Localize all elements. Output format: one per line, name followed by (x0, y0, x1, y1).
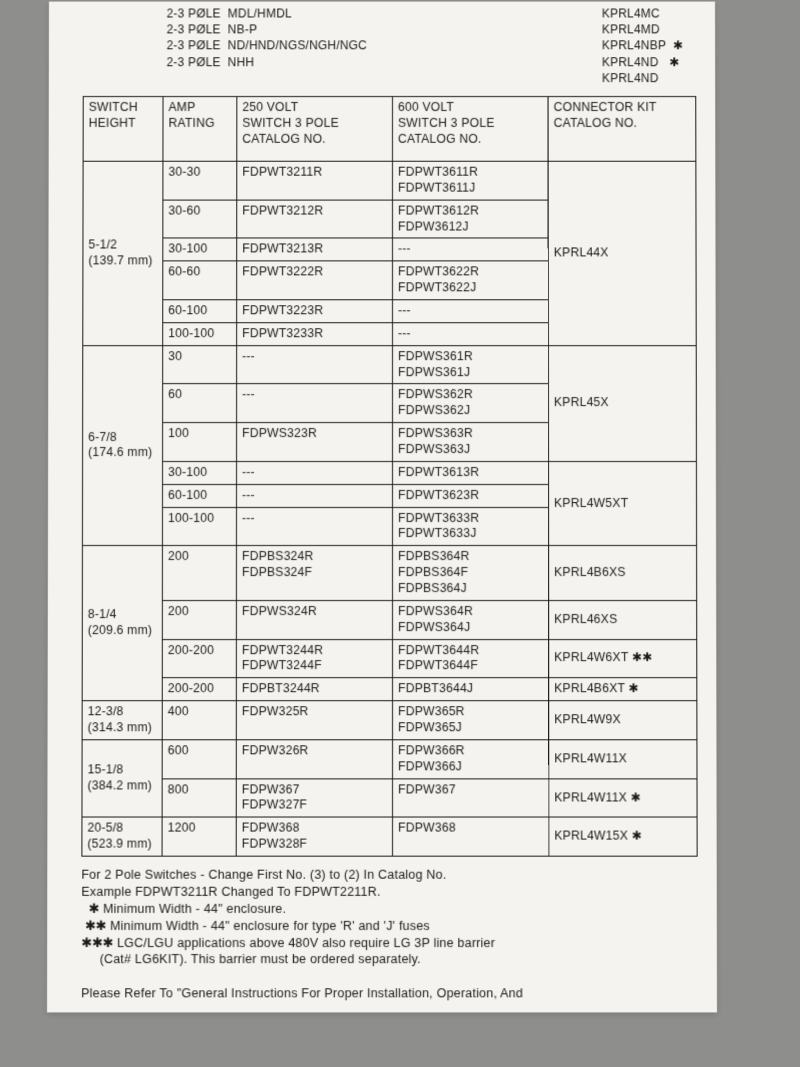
cell-250v: --- (236, 484, 392, 507)
cell-amp: 30-100 (163, 461, 237, 484)
cell-600v: FDPWS364R FDPWS364J (393, 600, 549, 639)
cell-connector-kit: KPRL4W15X ✱ (549, 817, 697, 856)
cell-250v: FDPWT3223R (237, 300, 393, 323)
cell-amp: 1200 (162, 817, 236, 856)
cell-250v: FDPW368 FDPW328F (236, 817, 392, 856)
cell-amp: 200 (162, 546, 236, 601)
cell-connector-kit: KPRL4B6XS (549, 546, 697, 601)
top-strip: 2-3 PØLE MDL/HMDL 2-3 PØLE NB-P 2-3 PØLE… (49, 2, 715, 92)
table-row: 12-3/8 (314.3 mm)400FDPW325RFDPW365R FDP… (82, 701, 697, 740)
label-panel: 2-3 PØLE MDL/HMDL 2-3 PØLE NB-P 2-3 PØLE… (47, 2, 717, 1013)
col-connector-kit: CONNECTOR KIT CATALOG NO. (548, 96, 696, 161)
cell-600v: FDPWT3611R FDPWT3611J (392, 161, 548, 200)
cell-250v: FDPWT3213R (237, 238, 393, 261)
col-switch-height: SWITCH HEIGHT (83, 96, 163, 161)
cell-600v: FDPBS364R FDPBS364F FDPBS364J (393, 546, 549, 601)
cell-switch-height: 12-3/8 (314.3 mm) (82, 701, 162, 740)
table-row: 800FDPW367 FDPW327FFDPW367KPRL4W11X ✱ (82, 778, 697, 817)
cell-250v: FDPWT3211R (237, 161, 393, 200)
cell-connector-kit: KPRL46XS (549, 600, 697, 639)
cell-amp: 60-60 (163, 261, 237, 300)
col-600v: 600 VOLT SWITCH 3 POLE CATALOG NO. (392, 96, 548, 161)
cell-250v: FDPW325R (236, 701, 392, 740)
cell-amp: 200 (162, 600, 236, 639)
cell-600v: --- (392, 238, 548, 261)
cell-switch-height: 6-7/8 (174.6 mm) (82, 345, 162, 545)
cell-amp: 30-60 (163, 200, 237, 239)
cell-connector-kit: KPRL4W6XT ✱✱ (549, 639, 697, 678)
cell-connector-kit: KPRL4W11X ✱ (549, 778, 697, 817)
cell-250v: FDPW326R (236, 740, 392, 779)
table-row: 8-1/4 (209.6 mm)200FDPBS324R FDPBS324FFD… (82, 546, 696, 601)
cell-600v: FDPWS363R FDPWS363J (392, 423, 548, 462)
table-row: 6-7/8 (174.6 mm)30---FDPWS361R FDPWS361J… (83, 345, 697, 384)
footnotes: For 2 Pole Switches - Change First No. (… (47, 863, 717, 1003)
cell-600v: --- (392, 300, 548, 323)
cell-250v: --- (237, 461, 393, 484)
cell-amp: 100-100 (162, 507, 236, 546)
table-row: 20-5/8 (523.9 mm)1200FDPW368 FDPW328FFDP… (82, 817, 697, 856)
top-pole-list: 2-3 PØLE MDL/HMDL 2-3 PØLE NB-P 2-3 PØLE… (167, 6, 367, 86)
cell-amp: 600 (162, 740, 236, 779)
cell-600v: FDPWS362R FDPWS362J (392, 384, 548, 423)
cell-250v: FDPWT3222R (237, 261, 393, 300)
cell-amp: 200-200 (162, 678, 236, 701)
table-row: 15-1/8 (384.2 mm)600FDPW326RFDPW366R FDP… (82, 740, 697, 779)
col-250v: 250 VOLT SWITCH 3 POLE CATALOG NO. (237, 96, 393, 161)
cell-amp: 30-30 (163, 161, 237, 200)
table-row: 200-200FDPWT3244R FDPWT3244FFDPWT3644R F… (82, 639, 697, 678)
cell-250v: FDPWT3244R FDPWT3244F (236, 639, 392, 678)
cell-amp: 30 (163, 345, 237, 384)
cell-250v: FDPWS323R (237, 423, 393, 462)
cell-250v: --- (236, 507, 392, 546)
cell-250v: FDPWT3212R (237, 200, 393, 239)
cell-connector-kit: KPRL4B6XT ✱ (549, 678, 697, 701)
cell-600v: FDPW366R FDPW366J (393, 740, 549, 779)
cell-connector-kit: KPRL4W11X (549, 740, 697, 779)
cell-connector-kit: KPRL4W9X (549, 701, 697, 740)
catalog-table: SWITCH HEIGHT AMP RATING 250 VOLT SWITCH… (81, 96, 697, 857)
cell-connector-kit: KPRL45X (548, 345, 696, 461)
cell-connector-kit: KPRL44X (548, 161, 696, 345)
cell-amp: 200-200 (162, 639, 236, 678)
cell-connector-kit: KPRL4W5XT (548, 461, 696, 545)
cell-600v: FDPWT3644R FDPWT3644F (393, 639, 549, 678)
cell-amp: 800 (162, 778, 236, 817)
cell-250v: FDPW367 FDPW327F (236, 778, 392, 817)
cell-amp: 100-100 (163, 323, 237, 346)
cell-switch-height: 8-1/4 (209.6 mm) (82, 546, 162, 701)
cell-600v: FDPW365R FDPW365J (393, 701, 549, 740)
cell-amp: 30-100 (163, 238, 237, 261)
cell-250v: --- (237, 384, 393, 423)
cell-switch-height: 20-5/8 (523.9 mm) (82, 817, 162, 856)
cell-250v: --- (237, 345, 393, 384)
cell-600v: FDPWS361R FDPWS361J (392, 345, 548, 384)
table-row: 200FDPWS324RFDPWS364R FDPWS364JKPRL46XS (82, 600, 696, 639)
cell-600v: FDPWT3613R (392, 461, 548, 484)
cell-250v: FDPWT3233R (237, 323, 393, 346)
cell-amp: 100 (163, 423, 237, 462)
table-row: 200-200FDPBT3244RFDPBT3644JKPRL4B6XT ✱ (82, 678, 697, 701)
cell-600v: FDPWT3623R (392, 484, 548, 507)
cell-250v: FDPBT3244R (236, 678, 392, 701)
cell-switch-height: 15-1/8 (384.2 mm) (82, 740, 162, 818)
cell-amp: 60 (163, 384, 237, 423)
cell-amp: 60-100 (162, 484, 236, 507)
cell-switch-height: 5-1/2 (139.7 mm) (83, 161, 163, 345)
cell-250v: FDPBS324R FDPBS324F (236, 546, 392, 601)
table-row: 5-1/2 (139.7 mm)30-30FDPWT3211RFDPWT3611… (83, 161, 696, 200)
col-amp-rating: AMP RATING (163, 96, 237, 161)
cell-600v: FDPWT3633R FDPWT3633J (393, 507, 549, 546)
cell-amp: 400 (162, 701, 236, 740)
cell-amp: 60-100 (163, 300, 237, 323)
cell-600v: FDPWT3612R FDPW3612J (392, 200, 548, 239)
cell-600v: FDPBT3644J (393, 678, 549, 701)
table-row: 30-100---FDPWT3613RKPRL4W5XT (83, 461, 697, 484)
cell-600v: FDPW368 (393, 817, 549, 856)
top-kit-list: KPRL4MC KPRL4MD KPRL4NBP ✱ KPRL4ND ✱ KPR… (602, 6, 683, 86)
cell-600v: --- (392, 323, 548, 346)
cell-600v: FDPW367 (393, 778, 549, 817)
cell-600v: FDPWT3622R FDPWT3622J (392, 261, 548, 300)
cell-250v: FDPWS324R (236, 600, 392, 639)
